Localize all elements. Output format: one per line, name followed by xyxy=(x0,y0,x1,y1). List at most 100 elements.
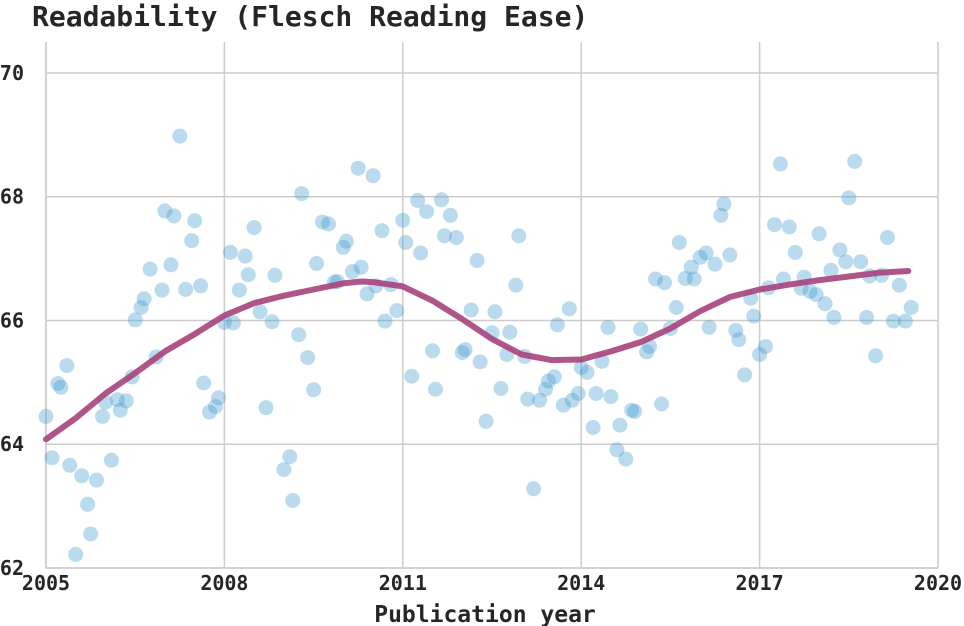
data-point-27 xyxy=(172,128,188,144)
data-point-68 xyxy=(377,313,393,329)
data-point-0 xyxy=(38,408,54,424)
axes-spines xyxy=(45,42,938,569)
data-point-6 xyxy=(68,546,84,562)
data-point-161 xyxy=(838,254,854,270)
data-point-10 xyxy=(89,472,104,488)
data-point-134 xyxy=(701,319,717,335)
trend-line-group xyxy=(43,268,912,443)
data-point-40 xyxy=(237,248,253,264)
data-point-143 xyxy=(746,308,762,324)
data-point-172 xyxy=(897,313,913,329)
data-point-106 xyxy=(564,392,580,408)
data-point-50 xyxy=(291,327,307,343)
data-point-147 xyxy=(767,217,782,233)
data-point-67 xyxy=(374,223,390,239)
data-point-62 xyxy=(350,160,366,176)
x-tick-label-2020: 2020 xyxy=(914,571,962,595)
data-point-129 xyxy=(677,270,693,286)
data-point-121 xyxy=(639,344,655,360)
data-point-150 xyxy=(781,219,797,235)
data-point-163 xyxy=(847,153,863,169)
data-point-19 xyxy=(133,300,149,315)
data-point-144 xyxy=(752,347,768,362)
data-point-24 xyxy=(157,203,173,219)
data-point-45 xyxy=(264,314,280,330)
y-tick-label-62: 62 xyxy=(0,556,24,580)
data-point-28 xyxy=(178,282,194,297)
x-axis-label: Publication year xyxy=(374,602,596,626)
data-point-9 xyxy=(83,526,99,542)
data-point-86 xyxy=(469,252,485,268)
data-point-155 xyxy=(808,287,824,302)
y-tick-label-64: 64 xyxy=(0,432,24,456)
data-point-65 xyxy=(365,168,381,184)
data-point-3 xyxy=(53,379,69,395)
data-point-111 xyxy=(588,386,604,401)
data-point-20 xyxy=(136,291,152,307)
data-point-44 xyxy=(258,400,274,416)
y-tick-label-66: 66 xyxy=(0,308,24,332)
data-point-145 xyxy=(758,339,773,354)
data-point-76 xyxy=(419,204,435,220)
data-point-78 xyxy=(428,381,443,397)
data-points xyxy=(38,128,919,562)
data-point-63 xyxy=(353,259,369,275)
data-point-18 xyxy=(127,312,143,328)
data-point-141 xyxy=(737,367,753,383)
data-point-130 xyxy=(683,259,699,275)
data-point-4 xyxy=(59,358,75,374)
data-point-101 xyxy=(541,373,556,389)
data-point-107 xyxy=(570,386,586,401)
trend-line xyxy=(43,268,912,443)
data-point-38 xyxy=(225,315,241,331)
data-point-118 xyxy=(624,402,640,418)
y-tick-label-68: 68 xyxy=(0,185,24,209)
data-point-159 xyxy=(826,309,842,325)
data-point-105 xyxy=(561,301,577,317)
data-point-56 xyxy=(321,216,336,232)
data-point-60 xyxy=(338,233,354,249)
data-point-61 xyxy=(344,264,360,280)
data-point-85 xyxy=(463,302,479,318)
data-point-37 xyxy=(222,244,238,260)
data-point-139 xyxy=(728,322,744,338)
data-point-110 xyxy=(585,420,601,435)
data-point-26 xyxy=(166,208,182,224)
data-point-170 xyxy=(885,313,901,329)
data-point-133 xyxy=(698,245,714,261)
x-tick-labels: 2005 2008 2011 2014 2017 2020 xyxy=(22,571,962,595)
data-point-1 xyxy=(44,450,60,466)
data-point-156 xyxy=(811,226,827,242)
data-point-137 xyxy=(716,196,732,212)
data-point-46 xyxy=(267,267,283,283)
data-point-103 xyxy=(549,317,565,333)
data-point-70 xyxy=(389,303,405,319)
x-tick-label-2014: 2014 xyxy=(557,571,605,595)
data-point-73 xyxy=(404,368,420,384)
x-tick-label-2011: 2011 xyxy=(379,571,427,595)
data-point-128 xyxy=(671,235,687,250)
data-point-30 xyxy=(187,213,203,229)
data-point-98 xyxy=(526,481,542,497)
data-point-53 xyxy=(306,382,322,398)
data-point-59 xyxy=(335,239,351,255)
data-point-135 xyxy=(707,256,723,272)
x-tick-label-2008: 2008 xyxy=(200,571,248,595)
data-point-117 xyxy=(618,451,634,467)
data-point-140 xyxy=(731,332,747,348)
data-point-54 xyxy=(309,256,325,271)
data-point-169 xyxy=(880,230,895,245)
data-point-162 xyxy=(841,190,857,206)
data-point-48 xyxy=(282,449,298,465)
data-point-80 xyxy=(436,228,452,244)
data-point-127 xyxy=(668,300,684,315)
y-tick-labels: 62 64 66 68 70 xyxy=(0,61,24,580)
data-point-5 xyxy=(62,457,78,473)
data-point-25 xyxy=(163,257,179,273)
data-point-16 xyxy=(118,393,134,409)
data-point-81 xyxy=(442,207,458,223)
data-point-115 xyxy=(609,442,625,458)
data-point-82 xyxy=(448,230,464,245)
data-point-41 xyxy=(240,267,256,283)
